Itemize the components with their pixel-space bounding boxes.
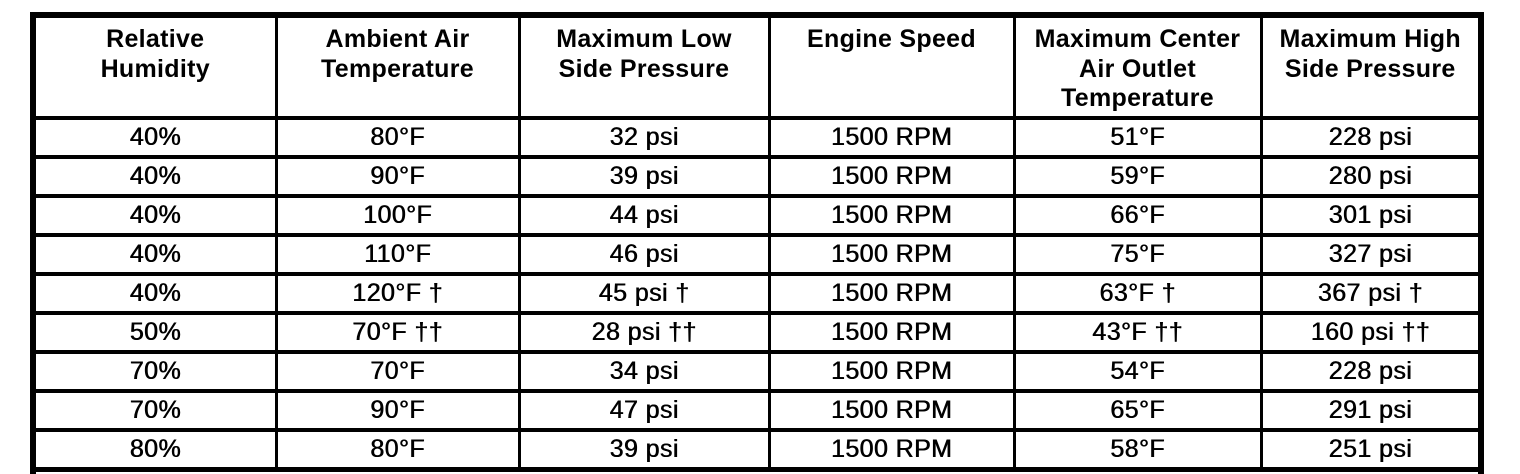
table-cell: 51°F bbox=[1012, 116, 1263, 159]
table-cell: 1500 RPM bbox=[767, 350, 1016, 393]
column-header-3: Maximum Low Side Pressure bbox=[517, 13, 771, 120]
table-row: 70% 70°F 34 psi 1500 RPM 54°F 228 psi bbox=[31, 350, 1483, 393]
table-cell: 70% bbox=[31, 389, 278, 432]
table-row: 40% 100°F 44 psi 1500 RPM 66°F 301 psi bbox=[31, 194, 1483, 237]
table-cell: 28 psi †† bbox=[517, 311, 771, 354]
table-row: 40% 120°F † 45 psi † 1500 RPM 63°F † 367 psi … bbox=[31, 272, 1483, 315]
table-cell: 80°F bbox=[274, 428, 521, 472]
column-header-1: Relative Humidity bbox=[31, 13, 278, 120]
table-cell: 1500 RPM bbox=[767, 311, 1016, 354]
table-cell: 80°F bbox=[274, 116, 521, 159]
table-row: 50% 70°F †† 28 psi †† 1500 RPM 43°F †† 160 ps… bbox=[31, 311, 1483, 354]
table-cell: 70% bbox=[31, 350, 278, 393]
table-cell: 90°F bbox=[274, 389, 521, 432]
table-cell: 39 psi bbox=[517, 155, 771, 198]
table-row: 40% 80°F 32 psi 1500 RPM 51°F 228 psi bbox=[31, 116, 1483, 159]
table-cell: 40% bbox=[31, 194, 278, 237]
table-cell: 75°F bbox=[1012, 233, 1263, 276]
footnote-row: † Done in “MAX A/C” with all windows clo… bbox=[31, 467, 1483, 474]
table-cell: 34 psi bbox=[517, 350, 771, 393]
table-cell: 367 psi † bbox=[1259, 272, 1483, 315]
table-row: 80% 80°F 39 psi 1500 RPM 58°F 251 psi bbox=[31, 428, 1483, 472]
table-footnote: † Done in “MAX A/C” with all windows clo… bbox=[31, 467, 1483, 474]
table-cell: 50% bbox=[31, 311, 278, 354]
header-row: Relative Humidity Ambient Air Temperature… bbox=[31, 13, 1483, 120]
table-cell: 40% bbox=[31, 233, 278, 276]
table-cell: 45 psi † bbox=[517, 272, 771, 315]
table-cell: 160 psi †† bbox=[1259, 311, 1483, 354]
table-row: 40% 110°F 46 psi 1500 RPM 75°F 327 psi bbox=[31, 233, 1483, 276]
table-cell: 63°F † bbox=[1012, 272, 1263, 315]
table-cell: 40% bbox=[31, 272, 278, 315]
table-cell: 228 psi bbox=[1259, 350, 1483, 393]
table-cell: 40% bbox=[31, 116, 278, 159]
table-row: 40% 90°F 39 psi 1500 RPM 59°F 280 psi bbox=[31, 155, 1483, 198]
table-cell: 1500 RPM bbox=[767, 389, 1016, 432]
table-cell: 80% bbox=[31, 428, 278, 472]
table-cell: 1500 RPM bbox=[767, 233, 1016, 276]
column-header-5: Maximum Center Air Outlet Temperature bbox=[1012, 13, 1263, 120]
table-cell: 1500 RPM bbox=[767, 155, 1016, 198]
table-cell: 90°F bbox=[274, 155, 521, 198]
table-cell: 291 psi bbox=[1259, 389, 1483, 432]
table-cell: 58°F bbox=[1012, 428, 1263, 472]
table-cell: 59°F bbox=[1012, 155, 1263, 198]
column-header-2: Ambient Air Temperature bbox=[274, 13, 521, 120]
ac-performance-spec-table: Relative Humidity Ambient Air Temperature… bbox=[30, 12, 1484, 474]
table-cell: 46 psi bbox=[517, 233, 771, 276]
table-cell: 1500 RPM bbox=[767, 428, 1016, 472]
table-cell: 66°F bbox=[1012, 194, 1263, 237]
table-cell: 43°F †† bbox=[1012, 311, 1263, 354]
table-cell: 44 psi bbox=[517, 194, 771, 237]
column-header-6: Maximum High Side Pressure bbox=[1259, 13, 1483, 120]
table-cell: 251 psi bbox=[1259, 428, 1483, 472]
table-row: 70% 90°F 47 psi 1500 RPM 65°F 291 psi bbox=[31, 389, 1483, 432]
table-cell: 32 psi bbox=[517, 116, 771, 159]
table-cell: 1500 RPM bbox=[767, 272, 1016, 315]
table-cell: 100°F bbox=[274, 194, 521, 237]
table-cell: 280 psi bbox=[1259, 155, 1483, 198]
table-cell: 54°F bbox=[1012, 350, 1263, 393]
table-cell: 1500 RPM bbox=[767, 194, 1016, 237]
table-cell: 40% bbox=[31, 155, 278, 198]
table-cell: 327 psi bbox=[1259, 233, 1483, 276]
table-cell: 70°F †† bbox=[274, 311, 521, 354]
table-cell: 120°F † bbox=[274, 272, 521, 315]
table-cell: 70°F bbox=[274, 350, 521, 393]
table-cell: 1500 RPM bbox=[767, 116, 1016, 159]
table-cell: 301 psi bbox=[1259, 194, 1483, 237]
table-cell: 47 psi bbox=[517, 389, 771, 432]
table-cell: 228 psi bbox=[1259, 116, 1483, 159]
table-cell: 39 psi bbox=[517, 428, 771, 472]
column-header-4: Engine Speed bbox=[767, 13, 1016, 120]
table-cell: 65°F bbox=[1012, 389, 1263, 432]
table-cell: 110°F bbox=[274, 233, 521, 276]
